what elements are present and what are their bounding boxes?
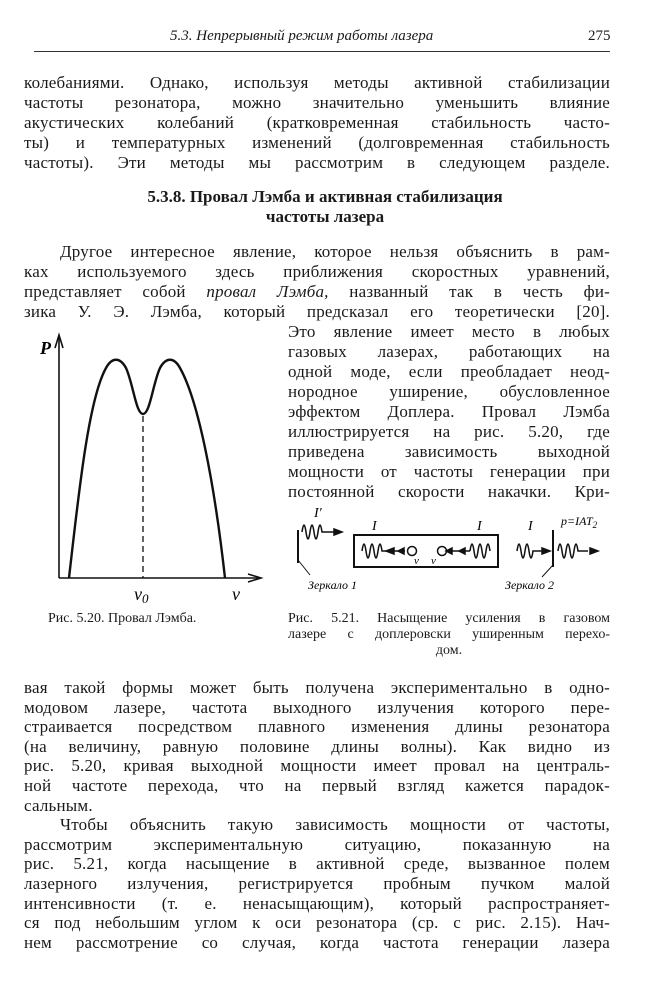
text-line: рассмотрим экспериментальную ситуацию, п… bbox=[24, 834, 610, 854]
text-line: Это явление имеет место в любых bbox=[288, 322, 610, 341]
gain-medium-cell bbox=[353, 534, 499, 568]
text-line: сальным. bbox=[24, 795, 93, 815]
emphasis-term: провал Лэмба, bbox=[206, 282, 329, 301]
atom-right bbox=[436, 545, 448, 557]
mirror-2-label: Зеркало 2 bbox=[505, 578, 554, 592]
x-axis-label: ν bbox=[232, 584, 240, 604]
output-power-label: p=IAT2 bbox=[560, 514, 598, 530]
text-line: представляет собой провал Лэмба, названн… bbox=[24, 282, 610, 302]
text-line: Другое интересное явление, которое нельз… bbox=[60, 242, 610, 261]
atom-arrow-right bbox=[444, 546, 453, 556]
arrow-right bbox=[457, 546, 466, 556]
text-line: акустических колебаний (кратковременная … bbox=[24, 113, 610, 132]
text-line: рис. 5.21, когда насыщение в активной ср… bbox=[24, 854, 610, 874]
output-wave bbox=[557, 543, 588, 559]
text-line: колебаниями. Однако, используя методы ак… bbox=[24, 73, 610, 92]
text-line: ной частоте перехода, что на первый взгл… bbox=[24, 776, 610, 795]
incident-intensity-label: I' bbox=[313, 506, 323, 521]
power-curve bbox=[67, 358, 227, 579]
mirror-1-leader bbox=[297, 559, 311, 576]
atom-left bbox=[406, 545, 418, 557]
text-line: Чтобы объяснить такую зависимость мощнос… bbox=[60, 815, 610, 835]
text-line: эффектом Доплера. Провал Лэмба bbox=[288, 402, 610, 421]
text-line: одной моде, если преобладает неод- bbox=[288, 362, 610, 381]
x-axis-arrow bbox=[247, 573, 264, 583]
probe-arrow bbox=[333, 527, 345, 537]
intensity-label: I bbox=[476, 519, 483, 534]
figure-caption: лазере с доплеровски уширенным перехо- bbox=[288, 627, 610, 642]
text-line: ты) и температурных изменений (долговрем… bbox=[24, 133, 610, 152]
text-segment: представляет собой bbox=[24, 282, 207, 301]
section-heading: частоты лазера bbox=[265, 207, 385, 226]
velocity-label: v bbox=[414, 555, 419, 567]
y-axis-label: P bbox=[39, 338, 52, 358]
center-frequency-label: ν0 bbox=[134, 584, 149, 606]
section-heading: 5.3.8. Провал Лэмба и активная стабилиза… bbox=[147, 187, 503, 206]
text-line: лазерного излучения, регистрируется проб… bbox=[24, 874, 610, 893]
arrow-left bbox=[383, 546, 395, 556]
text-line: постоянной скорости накачки. Кри- bbox=[288, 482, 610, 501]
figure-caption: Рис. 5.21. Насыщение усиления в газовом bbox=[288, 611, 610, 626]
text-line: вая такой формы может быть получена эксп… bbox=[24, 678, 610, 697]
subscript: 0 bbox=[142, 591, 149, 606]
text-line: зика У. Э. Лэмба, который предсказал его… bbox=[24, 302, 610, 321]
nu-symbol: ν bbox=[134, 584, 142, 604]
text-line: страивается посредством плавного изменен… bbox=[24, 717, 610, 737]
text-line: нородное уширение, обусловленное bbox=[288, 382, 610, 401]
atom-arrow-left bbox=[396, 546, 405, 556]
text-line: иллюстрируется на рис. 5.20, где bbox=[288, 422, 610, 441]
wave-left bbox=[361, 543, 396, 559]
text-line: газовых лазерах, работающих на bbox=[288, 342, 610, 361]
probe-wave bbox=[301, 524, 334, 540]
text-line: ся под небольшим углом к оси резонатора … bbox=[24, 913, 610, 933]
intensity-label: I bbox=[527, 519, 534, 534]
text-line: нем рассмотрение со случая, когда частот… bbox=[24, 932, 610, 952]
text-line: частоты). Эти методы мы рассмотрим в сле… bbox=[24, 153, 610, 172]
subscript: 2 bbox=[593, 520, 598, 530]
page-number: 275 bbox=[588, 28, 611, 44]
text-line: мощности от частоты генерации при bbox=[288, 462, 610, 481]
text-segment: названный так в честь фи- bbox=[328, 282, 610, 301]
figure-caption: Рис. 5.20. Провал Лэмба. bbox=[48, 611, 197, 626]
figure-saturation-diagram bbox=[297, 524, 601, 578]
text-line: рис. 5.20, кривая выходной мощности имее… bbox=[24, 756, 610, 776]
wave-right bbox=[469, 543, 491, 559]
text-line: интенсивности (т. е. ненасыщающим), кото… bbox=[24, 893, 610, 913]
text-line: модовом лазере, частота выходного излуче… bbox=[24, 697, 610, 717]
mirror-1-label: Зеркало 1 bbox=[308, 578, 357, 592]
wave-to-mirror-2 bbox=[516, 543, 543, 559]
text-line: приведена зависимость выходной bbox=[288, 442, 610, 461]
header-rule bbox=[34, 51, 610, 52]
velocity-label: v bbox=[431, 555, 436, 567]
text-line: ках используемого здесь приближения скор… bbox=[24, 262, 610, 281]
text-line: (на величину, равную половине длины волн… bbox=[24, 736, 610, 756]
running-title: 5.3. Непрерывный режим работы лазера bbox=[170, 28, 434, 44]
y-axis-arrow bbox=[54, 332, 64, 349]
mirror-2-leader bbox=[541, 564, 554, 578]
output-arrow bbox=[589, 546, 601, 556]
output-formula: p=IAT bbox=[560, 514, 594, 528]
text-line: частоты резонатора, можно значительно ум… bbox=[24, 93, 610, 112]
intensity-label: I bbox=[371, 519, 378, 534]
figure-caption: дом. bbox=[435, 643, 463, 658]
